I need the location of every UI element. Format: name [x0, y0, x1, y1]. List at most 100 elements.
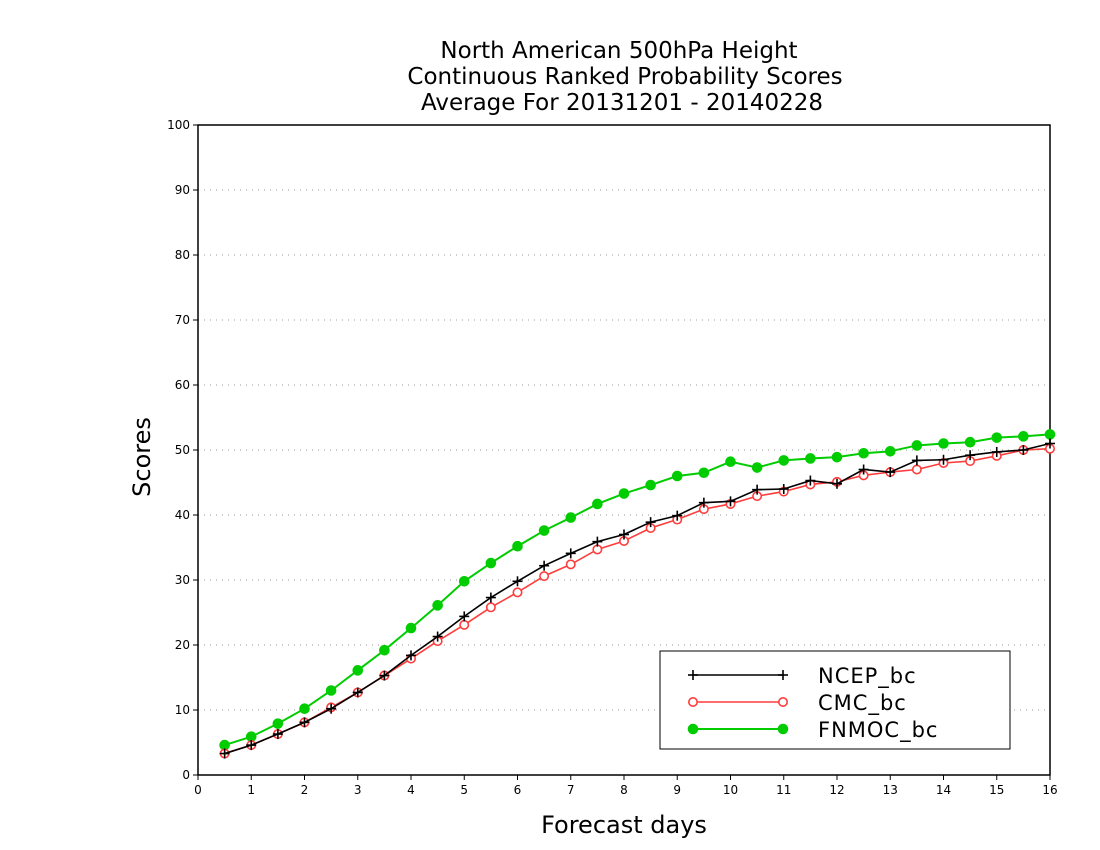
- legend-item-fnmoc-bc: FNMOC_bc: [687, 718, 938, 743]
- y-tick-label-90: 90: [175, 183, 190, 197]
- x-tick-label-14: 14: [936, 783, 951, 797]
- x-tick-label-15: 15: [989, 783, 1004, 797]
- point-fnmoc-bc-17: [671, 470, 683, 482]
- legend-marker-right-fnmoc-bc: [777, 723, 789, 735]
- point-fnmoc-bc-22: [805, 453, 816, 464]
- point-fnmoc-bc-26: [911, 440, 923, 451]
- point-fnmoc-bc-27: [938, 438, 949, 449]
- point-ncep-bc-8: [432, 631, 443, 642]
- point-fnmoc-bc-29: [991, 432, 1003, 443]
- point-fnmoc-bc-30: [1018, 431, 1029, 442]
- x-tick-label-1: 1: [247, 783, 255, 797]
- y-tick-label-80: 80: [175, 248, 190, 262]
- x-tick-label-10: 10: [723, 783, 738, 797]
- point-ncep-bc-13: [565, 548, 576, 559]
- y-tick-label-20: 20: [175, 638, 190, 652]
- x-tick-label-16: 16: [1042, 783, 1057, 797]
- legend-marker-right-cmc-bc: [777, 696, 788, 707]
- point-ncep-bc-4: [326, 703, 337, 714]
- point-fnmoc-bc-3: [299, 703, 310, 715]
- chart-title: North American 500hPa Height Continuous …: [407, 38, 842, 116]
- y-tick-label-100: 100: [167, 118, 190, 132]
- point-cmc-bc-9: [459, 619, 470, 630]
- point-cmc-bc-10: [485, 602, 496, 613]
- y-tick-label-70: 70: [175, 313, 190, 327]
- series-line-ncep-bc: [224, 442, 1051, 755]
- point-ncep-bc-17: [672, 510, 683, 521]
- point-ncep-bc-14: [592, 536, 603, 547]
- y-tick-label-10: 10: [175, 703, 190, 717]
- y-tick-label-40: 40: [175, 508, 190, 522]
- point-fnmoc-bc-12: [538, 525, 550, 536]
- point-ncep-bc-24: [858, 464, 869, 475]
- point-ncep-bc-21: [778, 484, 789, 494]
- point-cmc-bc-11: [512, 587, 523, 598]
- point-fnmoc-bc-7: [405, 622, 417, 634]
- point-ncep-bc-15: [619, 529, 629, 540]
- point-ncep-bc-27: [938, 454, 949, 465]
- point-ncep-bc-9: [459, 611, 470, 622]
- point-cmc-bc-26: [911, 464, 922, 475]
- point-fnmoc-bc-15: [618, 488, 630, 499]
- legend-marker-left-ncep-bc: [688, 670, 698, 680]
- legend-marker-right-ncep-bc: [778, 670, 788, 680]
- x-tick-label-3: 3: [354, 783, 362, 797]
- legend-label-fnmoc-bc: FNMOC_bc: [818, 718, 938, 743]
- legend-box: [659, 650, 1011, 750]
- point-fnmoc-bc-2: [272, 718, 284, 729]
- x-tick-label-7: 7: [567, 783, 575, 797]
- point-cmc-bc-13: [565, 559, 576, 570]
- x-tick-label-8: 8: [620, 783, 628, 797]
- y-tick-label-60: 60: [175, 378, 190, 392]
- title-line-1: North American 500hPa Height: [440, 38, 797, 64]
- legend-label-cmc-bc: CMC_bc: [818, 691, 907, 716]
- point-fnmoc-bc-9: [458, 576, 470, 587]
- point-ncep-bc-7: [406, 650, 416, 661]
- point-ncep-bc-28: [965, 450, 976, 461]
- point-ncep-bc-10: [485, 592, 496, 603]
- point-ncep-bc-25: [885, 467, 896, 478]
- point-fnmoc-bc-28: [964, 436, 976, 448]
- point-ncep-bc-20: [752, 484, 763, 495]
- point-ncep-bc-0: [219, 748, 230, 759]
- point-ncep-bc-1: [246, 740, 257, 751]
- point-ncep-bc-22: [805, 475, 816, 486]
- point-fnmoc-bc-10: [485, 557, 497, 569]
- point-fnmoc-bc-25: [884, 446, 896, 457]
- point-fnmoc-bc-20: [751, 462, 763, 473]
- point-fnmoc-bc-14: [592, 498, 603, 510]
- y-tick-label-30: 30: [175, 573, 190, 587]
- point-ncep-bc-26: [911, 455, 922, 466]
- point-fnmoc-bc-0: [219, 739, 230, 751]
- legend-item-ncep-bc: NCEP_bc: [688, 664, 916, 689]
- point-ncep-bc-23: [832, 478, 842, 489]
- series-fnmoc-bc: [219, 429, 1056, 751]
- x-tick-label-11: 11: [776, 783, 791, 797]
- point-fnmoc-bc-19: [725, 456, 736, 468]
- y-axis-label: Scores: [128, 417, 156, 497]
- point-fnmoc-bc-4: [325, 685, 337, 696]
- point-ncep-bc-3: [299, 717, 310, 728]
- point-fnmoc-bc-11: [512, 540, 523, 552]
- point-ncep-bc-11: [512, 576, 523, 587]
- point-ncep-bc-12: [539, 560, 550, 571]
- point-ncep-bc-31: [1045, 438, 1055, 449]
- x-tick-label-5: 5: [460, 783, 468, 797]
- title-line-2: Continuous Ranked Probability Scores: [407, 64, 842, 90]
- point-ncep-bc-6: [379, 670, 390, 681]
- point-fnmoc-bc-18: [698, 467, 710, 479]
- point-fnmoc-bc-23: [831, 451, 843, 463]
- point-fnmoc-bc-24: [858, 447, 869, 459]
- point-fnmoc-bc-13: [565, 512, 577, 523]
- data-series: [219, 429, 1056, 759]
- x-tick-label-2: 2: [301, 783, 309, 797]
- y-tick-label-50: 50: [175, 443, 190, 457]
- x-tick-label-6: 6: [514, 783, 522, 797]
- point-ncep-bc-2: [272, 729, 283, 740]
- point-fnmoc-bc-16: [645, 479, 656, 491]
- point-fnmoc-bc-6: [379, 644, 390, 656]
- x-tick-label-9: 9: [673, 783, 681, 797]
